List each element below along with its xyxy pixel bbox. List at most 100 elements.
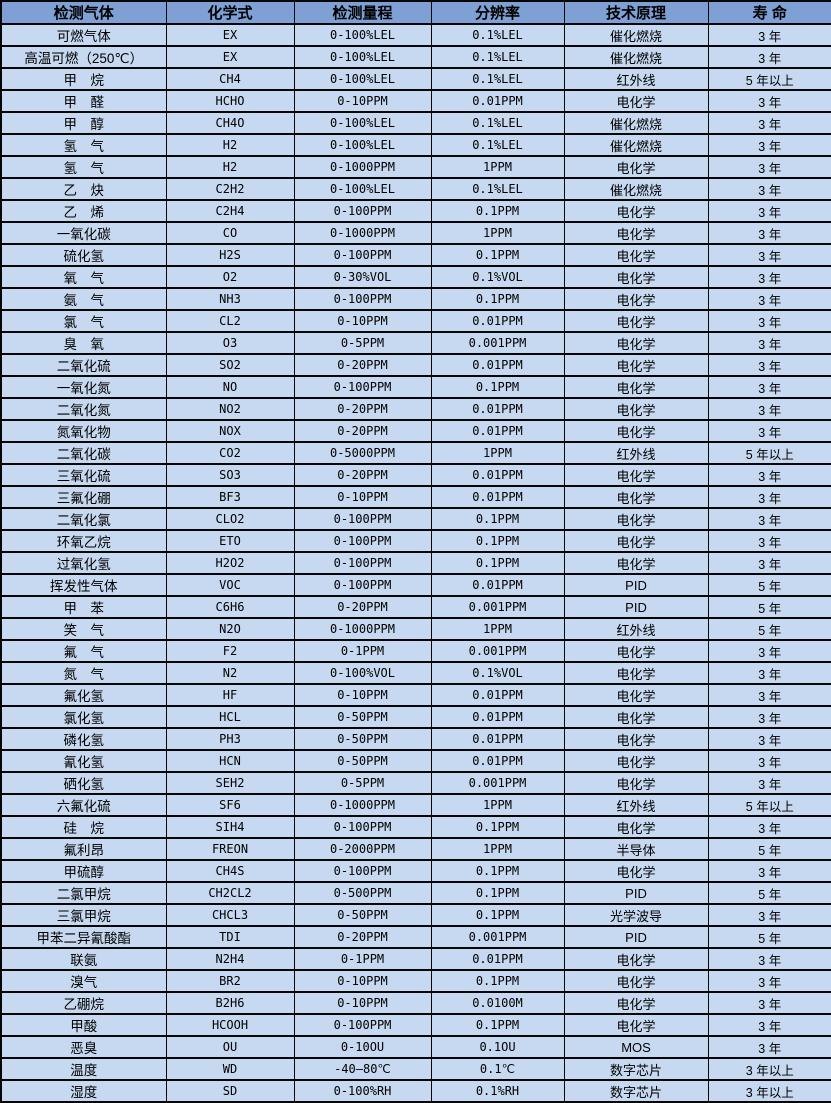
cell-principle: MOS — [563, 1035, 709, 1059]
cell-formula: C2H4 — [165, 199, 295, 223]
table-row: 臭 氧 O3 0-5PPM 0.001PPM 电化学 3 年 — [0, 331, 831, 355]
table-row: 一氧化氮 NO 0-100PPM 0.1PPM 电化学 3 年 — [0, 375, 831, 399]
cell-resolution: 0.1%VOL — [430, 265, 565, 289]
cell-gas: 氰化氢 — [0, 749, 167, 773]
cell-resolution: 1PPM — [430, 221, 565, 245]
cell-formula: CLO2 — [165, 507, 295, 531]
cell-principle: 催化燃烧 — [563, 111, 709, 135]
cell-range: 0-10PPM — [293, 485, 432, 509]
cell-gas: 乙 烯 — [0, 199, 167, 223]
cell-principle: 催化燃烧 — [563, 45, 709, 69]
cell-principle: 电化学 — [563, 331, 709, 355]
table-row: 二氧化硫 SO2 0-20PPM 0.01PPM 电化学 3 年 — [0, 353, 831, 377]
cell-formula: OU — [165, 1035, 295, 1059]
table-row: 氨 气 NH3 0-100PPM 0.1PPM 电化学 3 年 — [0, 287, 831, 311]
cell-range: 0-1000PPM — [293, 221, 432, 245]
cell-formula: NOX — [165, 419, 295, 443]
cell-life: 3 年 — [707, 1013, 831, 1037]
cell-principle: 电化学 — [563, 727, 709, 751]
cell-formula: CL2 — [165, 309, 295, 333]
cell-formula: CH4S — [165, 859, 295, 883]
cell-life: 5 年 — [707, 925, 831, 949]
cell-formula: WD — [165, 1057, 295, 1081]
cell-formula: NO2 — [165, 397, 295, 421]
cell-resolution: 0.0100M — [430, 991, 565, 1015]
cell-principle: 电化学 — [563, 243, 709, 267]
cell-principle: 半导体 — [563, 837, 709, 861]
cell-principle: 催化燃烧 — [563, 177, 709, 201]
cell-resolution: 0.01PPM — [430, 749, 565, 773]
table-row: 联氨 N2H4 0-1PPM 0.01PPM 电化学 3 年 — [0, 947, 831, 971]
cell-formula: HCL — [165, 705, 295, 729]
cell-formula: NH3 — [165, 287, 295, 311]
cell-gas: 乙 炔 — [0, 177, 167, 201]
cell-formula: H2 — [165, 133, 295, 157]
cell-life: 3 年 — [707, 639, 831, 663]
cell-gas: 硒化氢 — [0, 771, 167, 795]
cell-principle: 电化学 — [563, 947, 709, 971]
cell-resolution: 0.01PPM — [430, 463, 565, 487]
cell-gas: 硅 烷 — [0, 815, 167, 839]
cell-life: 3 年 — [707, 331, 831, 355]
cell-resolution: 0.1%LEL — [430, 177, 565, 201]
table-row: 湿度 SD 0-100%RH 0.1%RH 数字芯片 3 年以上 — [0, 1079, 831, 1103]
cell-gas: 氟 气 — [0, 639, 167, 663]
cell-life: 5 年 — [707, 595, 831, 619]
cell-principle: 电化学 — [563, 683, 709, 707]
cell-gas: 六氟化硫 — [0, 793, 167, 817]
cell-formula: CH4 — [165, 67, 295, 91]
cell-resolution: 0.1PPM — [430, 1013, 565, 1037]
table-row: 氯 气 CL2 0-10PPM 0.01PPM 电化学 3 年 — [0, 309, 831, 333]
cell-formula: CHCL3 — [165, 903, 295, 927]
cell-principle: 电化学 — [563, 265, 709, 289]
cell-gas: 三氟化硼 — [0, 485, 167, 509]
header-row: 检测气体 化学式 检测量程 分辨率 技术原理 寿 命 — [0, 0, 831, 25]
cell-gas: 氯化氢 — [0, 705, 167, 729]
cell-life: 5 年以上 — [707, 793, 831, 817]
table-row: 三氟化硼 BF3 0-10PPM 0.01PPM 电化学 3 年 — [0, 485, 831, 509]
cell-principle: 电化学 — [563, 529, 709, 553]
cell-range: 0-10PPM — [293, 309, 432, 333]
cell-range: 0-1000PPM — [293, 793, 432, 817]
cell-gas: 氮 气 — [0, 661, 167, 685]
cell-range: 0-100PPM — [293, 529, 432, 553]
table-row: 三氧化硫 SO3 0-20PPM 0.01PPM 电化学 3 年 — [0, 463, 831, 487]
cell-range: 0-100PPM — [293, 507, 432, 531]
cell-resolution: 0.1PPM — [430, 243, 565, 267]
cell-formula: HCHO — [165, 89, 295, 113]
cell-gas: 温度 — [0, 1057, 167, 1081]
table-row: 甲 醛 HCHO 0-10PPM 0.01PPM 电化学 3 年 — [0, 89, 831, 113]
table-row: 氮氧化物 NOX 0-20PPM 0.01PPM 电化学 3 年 — [0, 419, 831, 443]
cell-range: 0-5PPM — [293, 331, 432, 355]
cell-gas: 氟化氢 — [0, 683, 167, 707]
cell-life: 3 年 — [707, 529, 831, 553]
cell-life: 3 年 — [707, 287, 831, 311]
cell-resolution: 0.01PPM — [430, 705, 565, 729]
cell-gas: 过氧化氢 — [0, 551, 167, 575]
cell-formula: EX — [165, 23, 295, 47]
cell-principle: 电化学 — [563, 639, 709, 663]
cell-principle: 催化燃烧 — [563, 23, 709, 47]
table-row: 磷化氢 PH3 0-50PPM 0.01PPM 电化学 3 年 — [0, 727, 831, 751]
cell-life: 3 年 — [707, 507, 831, 531]
table-row: 氟化氢 HF 0-10PPM 0.01PPM 电化学 3 年 — [0, 683, 831, 707]
cell-range: 0-100%LEL — [293, 177, 432, 201]
cell-gas: 联氨 — [0, 947, 167, 971]
cell-principle: 电化学 — [563, 705, 709, 729]
cell-life: 3 年 — [707, 199, 831, 223]
table-row: 过氧化氢 H2O2 0-100PPM 0.1PPM 电化学 3 年 — [0, 551, 831, 575]
cell-resolution: 1PPM — [430, 441, 565, 465]
cell-range: 0-10PPM — [293, 683, 432, 707]
cell-resolution: 0.1PPM — [430, 859, 565, 883]
cell-principle: 红外线 — [563, 793, 709, 817]
cell-resolution: 0.1PPM — [430, 529, 565, 553]
table-row: 恶臭 OU 0-10OU 0.1OU MOS 3 年 — [0, 1035, 831, 1059]
cell-formula: FREON — [165, 837, 295, 861]
cell-formula: H2 — [165, 155, 295, 179]
cell-range: 0-1PPM — [293, 947, 432, 971]
cell-range: 0-100%LEL — [293, 67, 432, 91]
cell-range: 0-100%RH — [293, 1079, 432, 1103]
cell-gas: 乙硼烷 — [0, 991, 167, 1015]
cell-formula: SD — [165, 1079, 295, 1103]
cell-principle: 电化学 — [563, 397, 709, 421]
